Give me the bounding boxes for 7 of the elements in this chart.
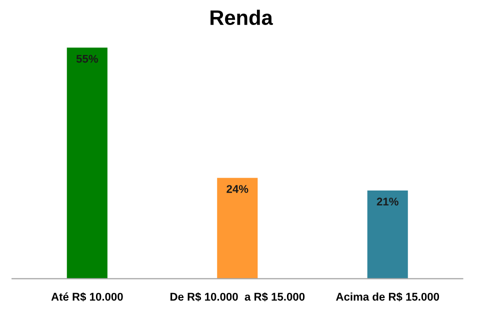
x-tick-label: Acima de R$ 15.000 [336, 292, 440, 302]
data-label: 55% [76, 54, 98, 63]
x-tick-label: De R$ 10.000 a R$ 15.000 [170, 292, 305, 302]
data-label: 21% [376, 198, 398, 206]
x-tick-label: Até R$ 10.000 [51, 292, 123, 302]
chart-title: Renda [210, 10, 273, 26]
data-label: 24% [226, 185, 248, 193]
